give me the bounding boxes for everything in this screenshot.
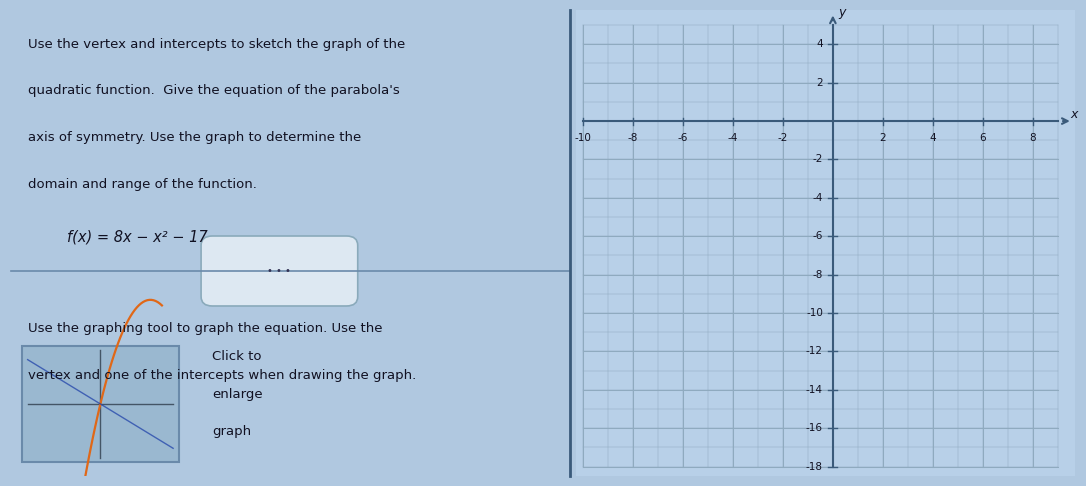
Text: axis of symmetry. Use the graph to determine the: axis of symmetry. Use the graph to deter…: [27, 131, 361, 144]
Text: quadratic function.  Give the equation of the parabola's: quadratic function. Give the equation of…: [27, 85, 400, 97]
Text: 4: 4: [930, 133, 936, 142]
Text: y: y: [838, 6, 845, 19]
Text: Use the graphing tool to graph the equation. Use the: Use the graphing tool to graph the equat…: [27, 322, 382, 335]
Text: 4: 4: [817, 39, 823, 49]
Text: f(x) = 8x − x² − 17: f(x) = 8x − x² − 17: [67, 229, 207, 244]
Text: vertex and one of the intercepts when drawing the graph.: vertex and one of the intercepts when dr…: [27, 369, 416, 382]
Text: 2: 2: [880, 133, 886, 142]
FancyBboxPatch shape: [936, 15, 1068, 70]
Text: -2: -2: [778, 133, 788, 142]
Text: -8: -8: [812, 270, 823, 279]
Text: domain and range of the function.: domain and range of the function.: [27, 178, 256, 191]
Text: -8: -8: [628, 133, 639, 142]
Text: graph: graph: [212, 425, 251, 438]
Text: -4: -4: [728, 133, 738, 142]
Text: x: x: [1070, 108, 1077, 121]
Text: -6: -6: [812, 231, 823, 241]
Text: -18: -18: [806, 462, 823, 472]
Text: -12: -12: [806, 347, 823, 356]
Text: -16: -16: [806, 423, 823, 434]
Text: • • •: • • •: [267, 266, 291, 276]
Text: -4: -4: [812, 193, 823, 203]
FancyBboxPatch shape: [201, 236, 357, 306]
Text: -2: -2: [812, 155, 823, 164]
Text: -14: -14: [806, 385, 823, 395]
Text: Use the vertex and intercepts to sketch the graph of the: Use the vertex and intercepts to sketch …: [27, 38, 405, 51]
Text: enlarge: enlarge: [212, 388, 263, 400]
Text: -6: -6: [678, 133, 689, 142]
FancyBboxPatch shape: [22, 346, 179, 462]
Text: -10: -10: [806, 308, 823, 318]
Text: 6: 6: [980, 133, 986, 142]
Text: -10: -10: [574, 133, 592, 142]
Text: Save: Save: [981, 35, 1023, 50]
Text: 2: 2: [817, 78, 823, 87]
Text: 8: 8: [1030, 133, 1036, 142]
Text: Click to: Click to: [212, 350, 262, 364]
